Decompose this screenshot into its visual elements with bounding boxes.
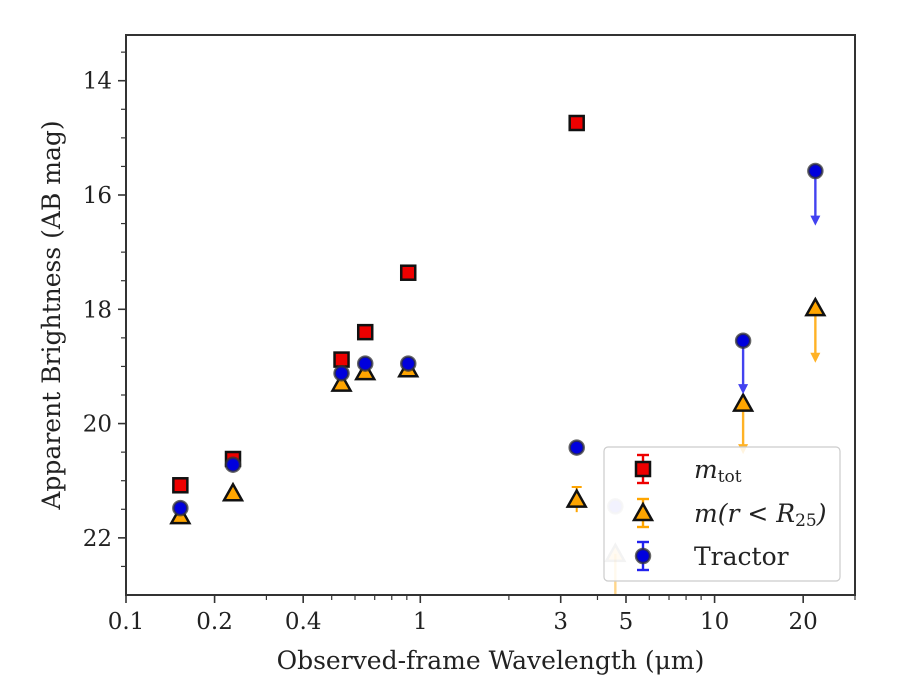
legend: mtot m(r < R25) Tractor xyxy=(603,446,841,582)
y-tick-label: 22 xyxy=(83,526,112,552)
tractor-point xyxy=(333,365,350,382)
arrow-head xyxy=(810,215,821,226)
x-tick-label: 0.1 xyxy=(108,609,145,635)
legend-box xyxy=(603,446,841,582)
mr25-point xyxy=(221,481,245,502)
axes: 0.1 0.2 0.4 1 3 5 10 20 14 16 18 20 22 xyxy=(83,34,856,635)
legend-label-sub: tot xyxy=(718,467,742,487)
arrow-head xyxy=(610,598,620,608)
x-tick-label: 5 xyxy=(619,609,634,635)
y-axis-label: Apparent Brightness (AB mag) xyxy=(37,120,66,510)
x-tick-label: 20 xyxy=(789,609,818,635)
mr25-point xyxy=(804,296,827,317)
legend-label-tractor: Tractor xyxy=(694,542,789,571)
mr25-point xyxy=(565,488,588,508)
x-tick-label: 10 xyxy=(700,609,729,635)
mtot-point xyxy=(333,351,350,368)
mtot-point xyxy=(172,477,189,494)
x-tick-label: 1 xyxy=(413,609,428,635)
x-tick-label: 3 xyxy=(553,609,568,635)
x-axis-label: Observed-frame Wavelength (μm) xyxy=(277,646,705,675)
mr25-point xyxy=(330,372,353,392)
legend-label-mtot: mtot xyxy=(694,455,742,487)
mtot-point xyxy=(399,264,417,281)
y-tick-label: 20 xyxy=(83,412,112,438)
legend-marker-tractor xyxy=(634,547,652,565)
tractor-point xyxy=(568,439,585,456)
tractor-point xyxy=(807,162,824,180)
y-tick-label: 16 xyxy=(83,183,112,209)
legend-label-sub: 25 xyxy=(795,511,817,531)
y-tick-label: 14 xyxy=(83,69,112,95)
tractor-point xyxy=(224,456,242,473)
legend-marker-mtot xyxy=(634,460,652,478)
legend-label-main: m xyxy=(694,455,718,484)
x-tick-label: 0.2 xyxy=(196,609,233,635)
legend-label-mr25: m(r < R25) xyxy=(694,499,826,531)
plot-area xyxy=(169,114,827,608)
legend-label-tail: ) xyxy=(816,499,827,528)
x-tick-label: 0.4 xyxy=(285,609,322,635)
mtot-point xyxy=(568,114,585,132)
mtot-point xyxy=(356,323,374,341)
y-tick-label: 18 xyxy=(83,297,112,323)
plot-frame xyxy=(125,34,856,596)
arrow-head xyxy=(810,352,821,363)
mr25-point xyxy=(731,392,755,412)
tractor-point xyxy=(356,355,374,372)
tractor-point xyxy=(734,332,752,349)
legend-marker-mr25 xyxy=(631,501,655,522)
tractor-point xyxy=(172,499,189,517)
legend-label-main: m(r < R xyxy=(694,499,795,528)
tractor-point xyxy=(399,355,417,372)
arrow-head xyxy=(738,384,749,395)
